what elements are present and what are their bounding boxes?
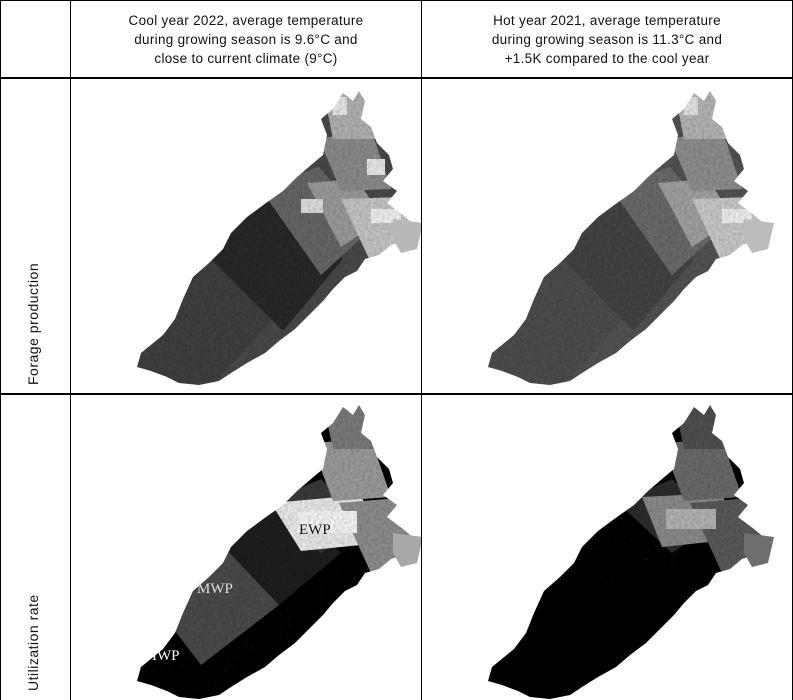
border-left bbox=[0, 0, 1, 700]
row-label-forage-production: Forage production bbox=[25, 262, 41, 385]
border-header-bottom bbox=[0, 77, 793, 79]
header-hot-year-line-1: Hot year 2021, average temperature bbox=[493, 13, 721, 28]
row-label-cell-forage: Forage production bbox=[1, 79, 70, 393]
header-cell-cool-year: Cool year 2022, average temperature duri… bbox=[71, 1, 421, 77]
region-label-ewp: EWP bbox=[299, 522, 331, 538]
header-cool-year-line-1: Cool year 2022, average temperature bbox=[128, 13, 364, 28]
row-label-cell-utilization: Utilization rate bbox=[1, 395, 70, 699]
border-row-divider bbox=[0, 393, 793, 395]
border-column-divider-1 bbox=[70, 0, 71, 700]
region-label-mwp: MWP bbox=[197, 581, 233, 597]
header-cool-year-line-3: close to current climate (9°C) bbox=[154, 51, 338, 66]
row-label-utilization-rate: Utilization rate bbox=[25, 594, 41, 691]
border-top bbox=[0, 0, 793, 1]
header-hot-year-text: Hot year 2021, average temperature durin… bbox=[422, 11, 792, 68]
header-hot-year-line-2: during growing season is 11.3°C and bbox=[491, 32, 723, 47]
region-label-iwp: IWP bbox=[152, 648, 180, 664]
map-cell-utilization-hot bbox=[422, 395, 792, 699]
map-forage-production-cool-year bbox=[137, 91, 421, 385]
map-utilization-rate-hot-year bbox=[488, 405, 774, 699]
map-cell-forage-hot bbox=[422, 79, 792, 393]
map-utilization-rate-cool-year: EWP MWP IWP bbox=[137, 405, 421, 699]
header-cell-hot-year: Hot year 2021, average temperature durin… bbox=[422, 1, 792, 77]
header-cool-year-text: Cool year 2022, average temperature duri… bbox=[71, 11, 421, 68]
map-forage-production-hot-year bbox=[488, 91, 774, 385]
header-cool-year-line-2: during growing season is 9.6°C and bbox=[134, 32, 358, 47]
map-cell-forage-cool bbox=[71, 79, 421, 393]
header-hot-year-line-3: +1.5K compared to the cool year bbox=[504, 51, 710, 66]
map-cell-utilization-cool: EWP MWP IWP bbox=[71, 395, 421, 699]
border-column-divider-2 bbox=[421, 0, 422, 700]
